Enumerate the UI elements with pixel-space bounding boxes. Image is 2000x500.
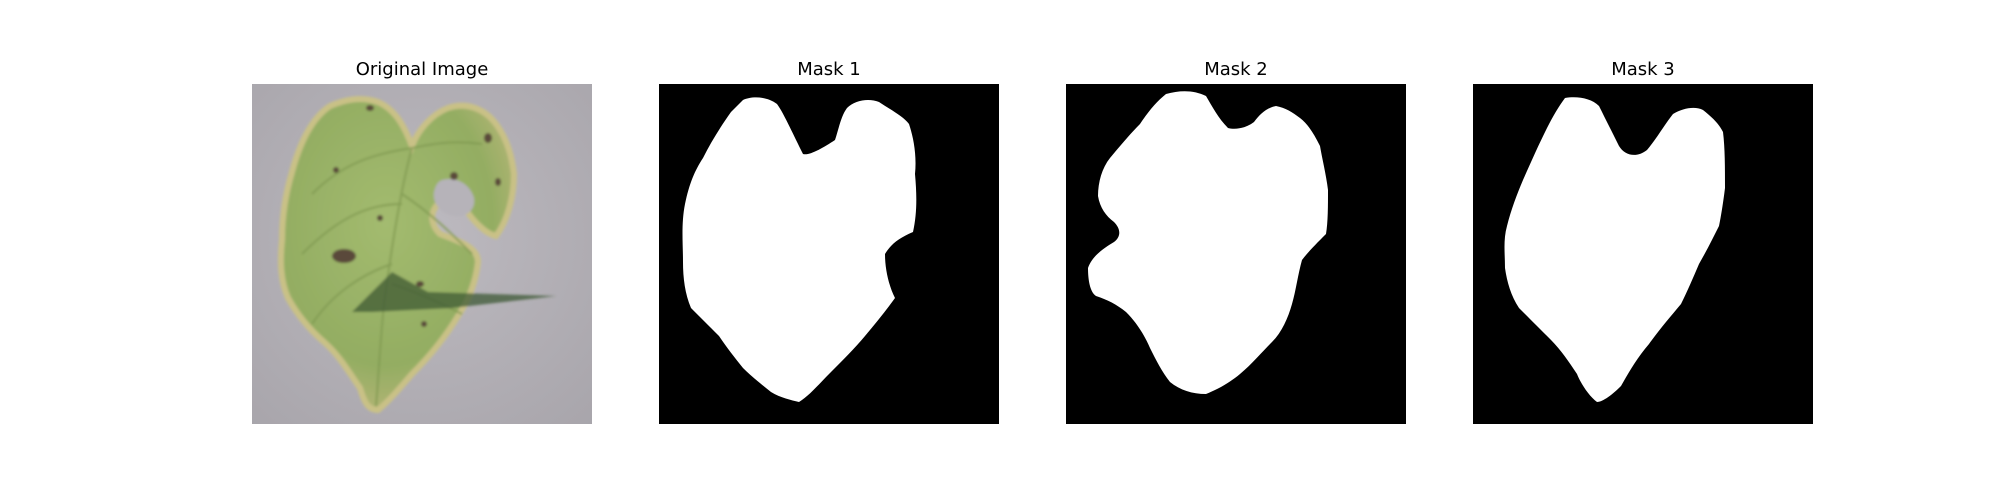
leaf-hole	[433, 178, 475, 217]
lesion-spots	[332, 105, 501, 327]
original-image-panel: Original Image	[252, 0, 592, 430]
mask-3-image	[1473, 84, 1813, 424]
mask-2-image	[1066, 84, 1406, 424]
mask-shape	[1088, 91, 1328, 394]
mask-3-title: Mask 3	[1611, 59, 1675, 80]
mask-2-title: Mask 2	[1204, 59, 1268, 80]
mask-2-panel: Mask 2	[1066, 0, 1406, 430]
mask-1-panel: Mask 1	[659, 0, 999, 430]
mask-3-panel: Mask 3	[1473, 0, 1813, 430]
original-image-title: Original Image	[355, 59, 489, 80]
original-leaf-photo	[252, 84, 592, 424]
mask-1-title: Mask 1	[797, 59, 861, 80]
mask-shape	[682, 97, 917, 402]
overlay-triangle	[352, 272, 556, 312]
mask-1-image	[659, 84, 999, 424]
mask-shape	[1504, 97, 1725, 403]
